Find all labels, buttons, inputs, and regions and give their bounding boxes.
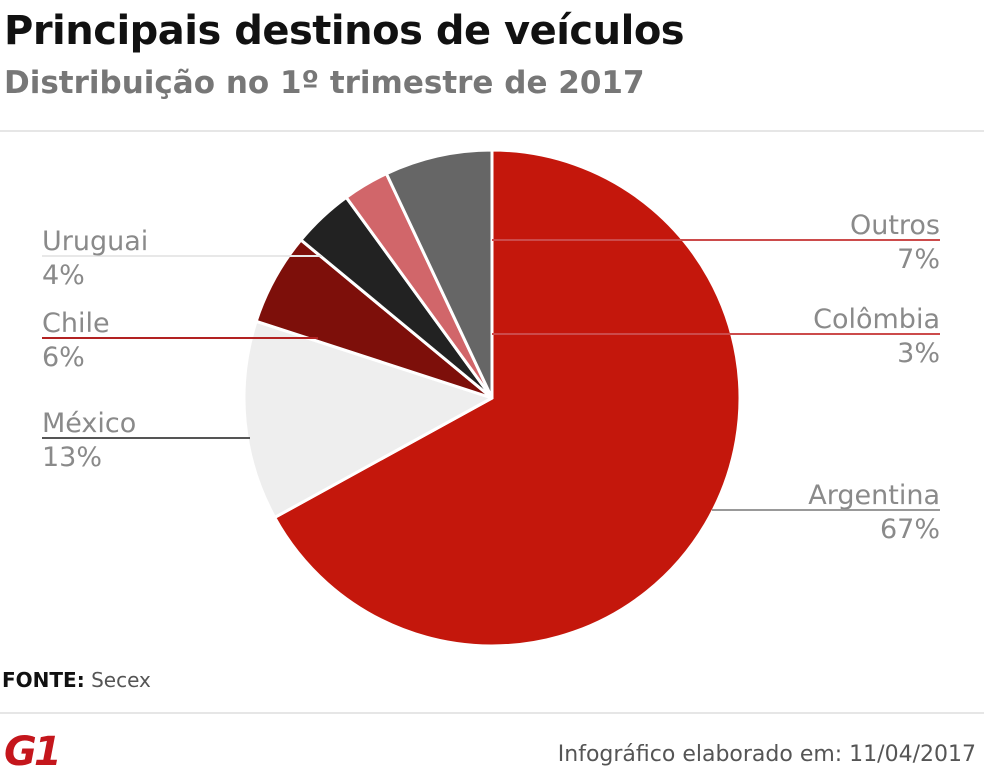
- label-outros: Outros: [850, 210, 940, 241]
- label-mexico: México: [42, 408, 136, 439]
- top-divider: [0, 130, 984, 132]
- bottom-divider: [0, 712, 984, 714]
- label-colombia: Colômbia: [813, 304, 940, 335]
- g1-logo: G1: [4, 729, 62, 775]
- label-uruguai: Uruguai: [42, 226, 148, 257]
- value-argentina: 67%: [880, 514, 940, 545]
- value-chile: 6%: [42, 342, 85, 373]
- chart-title: Principais destinos de veículos: [4, 8, 685, 54]
- slice-outros: [384, 148, 494, 400]
- source-label: FONTE:: [2, 668, 85, 692]
- chart-subtitle: Distribuição no 1º trimestre de 2017: [4, 65, 645, 101]
- value-outros: 7%: [897, 244, 940, 275]
- value-uruguai: 4%: [42, 260, 85, 291]
- slice-argentina: [273, 148, 742, 648]
- source-note: FONTE: Secex: [2, 668, 151, 692]
- value-mexico: 13%: [42, 442, 102, 473]
- label-chile: Chile: [42, 308, 110, 339]
- source-value: Secex: [91, 668, 151, 692]
- value-colombia: 3%: [897, 338, 940, 369]
- credit-text: Infográfico elaborado em: 11/04/2017: [557, 742, 976, 767]
- label-argentina: Argentina: [808, 480, 940, 511]
